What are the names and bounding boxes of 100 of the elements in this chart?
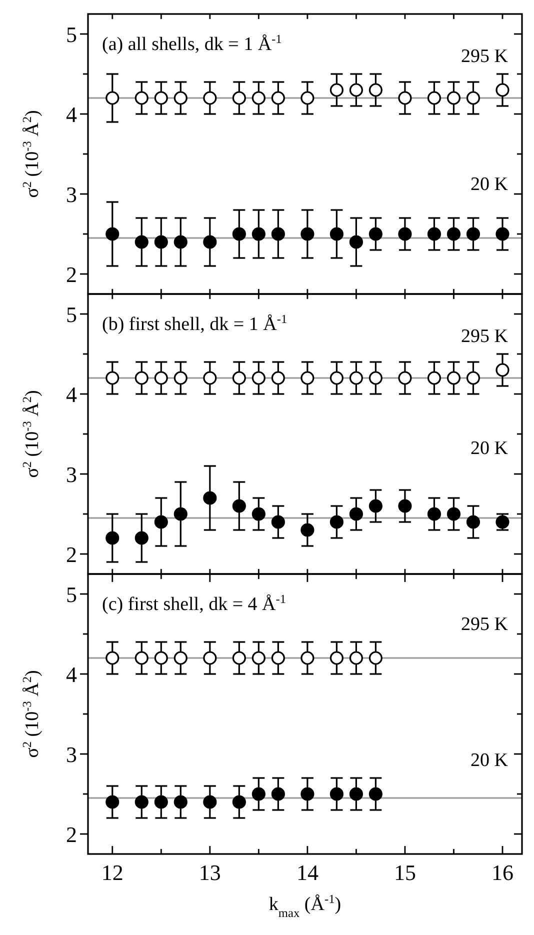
point (466, 515, 480, 529)
point (271, 515, 285, 529)
point (232, 651, 246, 665)
point (134, 91, 148, 105)
x-tick-label: 15 (394, 860, 416, 885)
point (271, 91, 285, 105)
point (496, 227, 510, 241)
point (106, 795, 120, 809)
y-tick-label: 5 (66, 582, 77, 607)
point (271, 787, 285, 801)
text: (a) all shells, dk = 1 Å$^{-1}$ (102, 32, 282, 55)
legend-label: 20 K (470, 174, 508, 195)
point (300, 523, 314, 537)
point (106, 651, 120, 665)
point (496, 83, 510, 97)
point (446, 91, 461, 105)
point (154, 795, 168, 809)
y-tick-label: 2 (66, 262, 77, 287)
point (427, 91, 442, 105)
point (252, 507, 266, 521)
point (203, 651, 217, 665)
point (252, 371, 266, 385)
point (154, 371, 168, 385)
point (174, 91, 188, 105)
point (349, 651, 363, 665)
point (252, 227, 266, 241)
point (368, 787, 383, 801)
y-tick-label: 2 (66, 822, 77, 847)
point (106, 227, 120, 241)
point (330, 787, 344, 801)
point (134, 235, 148, 249)
point (349, 235, 363, 249)
point (330, 83, 344, 97)
point (398, 499, 412, 513)
point (232, 91, 246, 105)
point (446, 507, 461, 521)
point (106, 531, 120, 545)
point (368, 83, 383, 97)
y-tick-label: 5 (66, 22, 77, 47)
point (252, 787, 266, 801)
point (368, 371, 383, 385)
x-tick-label: 13 (198, 860, 221, 885)
point (203, 795, 217, 809)
point (466, 227, 480, 241)
point (349, 787, 363, 801)
point (203, 491, 217, 505)
y-tick-label: 3 (66, 182, 77, 207)
point (232, 227, 246, 241)
point (174, 651, 188, 665)
point (271, 371, 285, 385)
legend-label: 20 K (470, 750, 508, 771)
point (174, 795, 188, 809)
point (398, 371, 412, 385)
legend-label: 295 K (461, 614, 508, 635)
point (427, 507, 442, 521)
point (174, 235, 188, 249)
point (349, 507, 363, 521)
point (252, 651, 266, 665)
point (446, 227, 461, 241)
point (446, 371, 461, 385)
y-tick-label: 4 (66, 382, 77, 407)
point (368, 499, 383, 513)
point (349, 83, 363, 97)
point (174, 371, 188, 385)
point (330, 515, 344, 529)
point (368, 651, 383, 665)
y-tick-label: 4 (66, 102, 77, 127)
point (368, 227, 383, 241)
point (300, 787, 314, 801)
point (154, 91, 168, 105)
point (106, 91, 120, 105)
point (398, 227, 412, 241)
point (106, 371, 120, 385)
point (271, 227, 285, 241)
point (134, 795, 148, 809)
x-axis-title: k$_{max}$ (Å$^{-1}$) (268, 892, 342, 920)
point (466, 371, 480, 385)
point (427, 371, 442, 385)
point (154, 651, 168, 665)
point (203, 91, 217, 105)
legend-label: 295 K (461, 46, 508, 67)
point (232, 499, 246, 513)
x-tick-label: 16 (491, 860, 514, 885)
point (174, 507, 188, 521)
point (330, 371, 344, 385)
point (252, 91, 266, 105)
point (427, 227, 442, 241)
y-tick-label: 5 (66, 302, 77, 327)
point (232, 371, 246, 385)
point (134, 531, 148, 545)
point (154, 235, 168, 249)
point (232, 795, 246, 809)
y-tick-label: 4 (66, 662, 77, 687)
point (300, 227, 314, 241)
x-tick-label: 14 (296, 860, 318, 885)
point (349, 371, 363, 385)
point (154, 515, 168, 529)
point (330, 651, 344, 665)
point (300, 91, 314, 105)
text: (c) first shell, dk = 4 Å$^{-1}$ (102, 592, 286, 615)
